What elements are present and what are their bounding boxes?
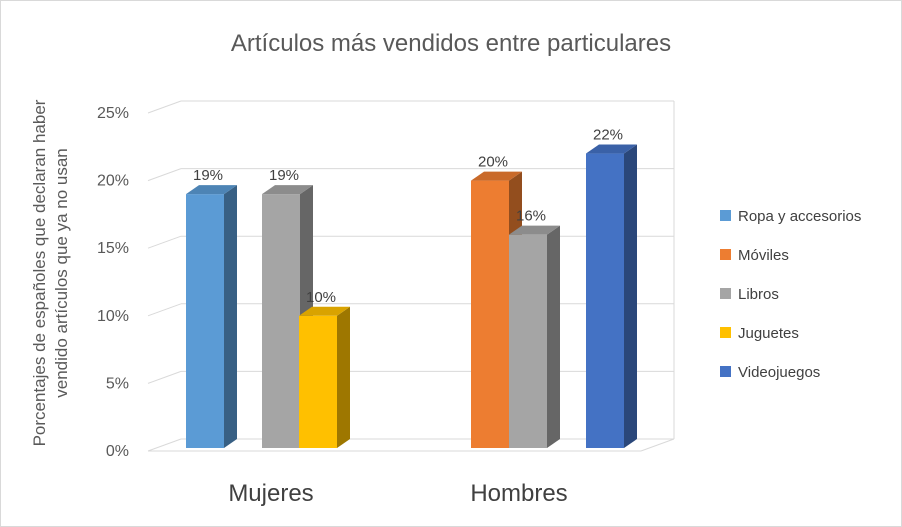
bar-front-face xyxy=(299,315,337,448)
bar-side-face xyxy=(624,144,637,448)
chart-title: Artículos más vendidos entre particulare… xyxy=(231,30,671,57)
bar-top-face xyxy=(186,185,237,195)
legend-item: Videojuegos xyxy=(720,364,820,381)
legend-item: Móviles xyxy=(720,247,789,264)
legend-swatch xyxy=(720,327,731,338)
legend-swatch xyxy=(720,249,731,260)
legend-swatch xyxy=(720,210,731,221)
legend-label: Videojuegos xyxy=(738,364,820,381)
data-label: 19% xyxy=(269,167,299,184)
y-tick-label: 25% xyxy=(97,105,129,122)
data-label: 20% xyxy=(478,154,508,171)
y-tick-label: 20% xyxy=(97,173,129,190)
data-label: 16% xyxy=(516,208,546,225)
legend-swatch xyxy=(720,288,731,299)
bar-top-face xyxy=(299,306,350,316)
data-label: 22% xyxy=(593,127,623,144)
bar-hombres-4 xyxy=(586,144,637,448)
gridline-diagonal xyxy=(147,438,182,452)
legend-swatch xyxy=(720,366,731,377)
bar-side-face xyxy=(224,185,237,448)
y-tick-label: 10% xyxy=(97,308,129,325)
y-axis-label: Porcentajes de españoles que declaran ha… xyxy=(30,99,71,446)
data-label: 10% xyxy=(306,289,336,306)
bar-front-face xyxy=(509,234,547,448)
gridline-diagonal xyxy=(147,303,182,317)
bar-mujeres-0 xyxy=(186,185,237,448)
y-tick-label: 15% xyxy=(97,240,129,257)
y-axis-ticks: 0% 5% 10% 15% 20% 25% xyxy=(97,105,129,460)
category-label: Hombres xyxy=(470,480,567,507)
legend-item: Juguetes xyxy=(720,325,799,342)
bar-front-face xyxy=(262,194,300,448)
bar-top-face xyxy=(509,225,560,235)
y-axis-label-line-1: Porcentajes de españoles que declaran ha… xyxy=(30,99,49,446)
bar-hombres-2 xyxy=(509,225,560,448)
bar-front-face xyxy=(186,194,224,448)
legend-label: Ropa y accesorios xyxy=(738,208,861,225)
y-tick-label: 5% xyxy=(106,375,129,392)
data-label: 19% xyxy=(193,167,223,184)
bar-side-face xyxy=(547,225,560,448)
bar-top-face xyxy=(262,185,313,195)
bar-top-face xyxy=(586,144,637,154)
category-label: Mujeres xyxy=(228,480,313,507)
gridline-diagonal xyxy=(147,370,182,384)
gridline-diagonal xyxy=(147,235,182,249)
bars xyxy=(186,144,637,448)
legend-label: Móviles xyxy=(738,247,789,264)
legend-label: Juguetes xyxy=(738,325,799,342)
bar-side-face xyxy=(337,306,350,448)
bar-top-face xyxy=(471,171,522,181)
bar-front-face xyxy=(586,153,624,448)
floor-right-edge xyxy=(640,438,675,452)
bar-mujeres-3 xyxy=(299,306,350,448)
y-tick-label: 0% xyxy=(106,443,129,460)
y-axis-label-line-2: vendido artículos que ya no usan xyxy=(52,148,71,398)
gridline-diagonal xyxy=(147,100,182,114)
legend-item: Ropa y accesorios xyxy=(720,208,861,225)
legend-label: Libros xyxy=(738,286,779,303)
category-labels: Mujeres Hombres xyxy=(228,480,567,507)
data-labels: 19% 19% 10% 20% 16% 22% xyxy=(193,127,623,306)
legend-item: Libros xyxy=(720,286,779,303)
gridline-diagonal xyxy=(147,168,182,182)
legend: Ropa y accesorios Móviles Libros Juguetes Vi… xyxy=(720,208,861,381)
bar-front-face xyxy=(471,180,509,448)
